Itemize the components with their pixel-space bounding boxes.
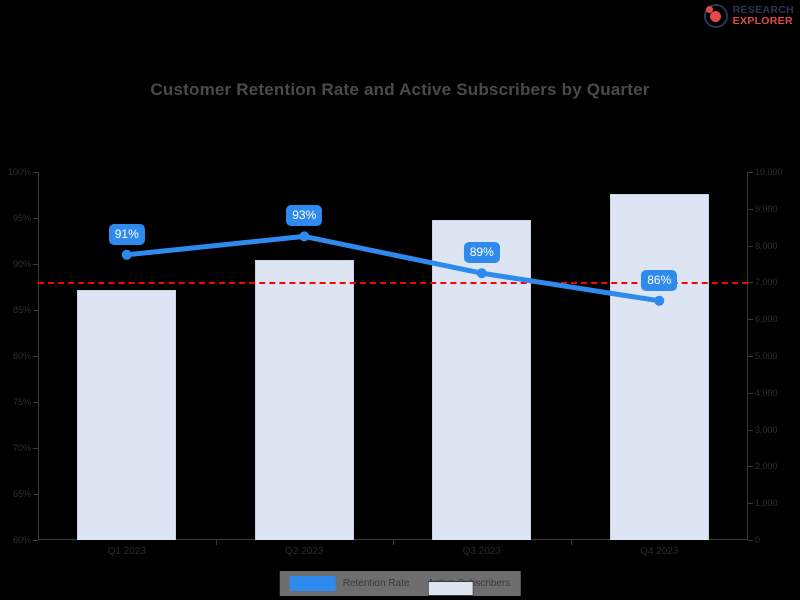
bar-2: [254, 260, 354, 540]
y-axis-right-tick-label: 10,000: [755, 167, 783, 177]
brand-logo-line2: EXPLORER: [732, 15, 793, 27]
brand-logo: RESEARCH EXPLORER: [703, 4, 794, 28]
y-axis-right-tick-label: 4,000: [755, 387, 778, 398]
y-axis-left-tick-label: 70%: [12, 443, 31, 453]
brand-logo-line1: RESEARCH: [732, 4, 794, 17]
y-axis-left-tick: [33, 264, 38, 265]
circle-logo-icon: [703, 4, 728, 28]
x-axis-tick: [570, 540, 572, 545]
y-axis-left-tick: [33, 494, 38, 495]
line-point-4: [654, 295, 665, 306]
legend-label: Retention Rate: [342, 578, 410, 589]
y-axis-left-tick: [33, 310, 38, 311]
target-threshold-line: [38, 282, 748, 285]
legend-swatch-line-icon: [289, 576, 336, 591]
bar-1: [77, 289, 177, 540]
y-axis-left-tick-label: 85%: [12, 305, 31, 315]
bar-4: [609, 194, 709, 540]
legend-swatch-bar-icon: [427, 581, 474, 596]
plot-inner: 100% 95% 90% 85% 80% 75% 70% 65% 60% 10,000 9,000 8…: [8, 167, 783, 557]
y-axis-right-tick-label: 2,000: [755, 461, 778, 472]
y-axis-left-tick-label: 95%: [12, 213, 31, 223]
y-axis-right-tick: [748, 429, 753, 431]
y-axis-left-tick-label: 75%: [12, 397, 31, 407]
x-axis-tick: [393, 540, 394, 545]
y-axis-left-tick: [33, 402, 38, 403]
y-axis-right-tick: [748, 208, 753, 210]
y-axis-right-tick: [748, 282, 753, 284]
y-axis-left-tick-label: 60%: [12, 535, 31, 545]
x-axis-line: [38, 539, 748, 540]
y-axis-right-tick-label: 5,000: [755, 351, 778, 361]
y-axis-left-tick: [33, 218, 38, 219]
y-axis-right-line: [747, 172, 748, 540]
y-axis-right-tick-label: 0: [755, 535, 761, 545]
y-axis-right-tick-label: 6,000: [755, 314, 778, 325]
legend-item-1[interactable]: Retention Rate: [289, 576, 410, 591]
brand-logo-text: RESEARCH EXPLORER: [733, 5, 794, 27]
x-axis-tick: [215, 540, 217, 545]
y-axis-right-tick: [748, 245, 753, 247]
y-axis-left-tick: [33, 448, 38, 449]
y-axis-left-tick-label: 80%: [12, 351, 31, 361]
x-axis-category-label: Q4 2023: [640, 546, 679, 557]
line-point-1: [121, 249, 132, 260]
chart-title: Customer Retention Rate and Active Subsc…: [150, 80, 650, 99]
plot-area: 100% 95% 90% 85% 80% 75% 70% 65% 60% 10,000 9,000 8…: [8, 167, 783, 557]
y-axis-right-tick: [748, 503, 753, 505]
y-axis-right-tick-label: 9,000: [755, 203, 778, 214]
y-axis-right-tick-label: 1,000: [755, 498, 778, 509]
y-axis-right-tick: [748, 319, 753, 321]
data-label-4: 86%: [641, 269, 678, 291]
x-axis-category-label: Q2 2023: [285, 546, 324, 557]
y-axis-left-tick: [33, 540, 38, 541]
y-axis-left-tick-label: 65%: [12, 489, 31, 499]
x-axis-category-label: Q1 2023: [107, 546, 146, 557]
y-axis-right-tick: [748, 392, 753, 394]
y-axis-left-line: [38, 172, 39, 540]
legend-item-2[interactable]: Active Subscribers: [427, 578, 510, 596]
y-axis-right-tick: [748, 356, 753, 357]
x-axis-category-label: Q3 2023: [462, 546, 501, 557]
y-axis-right-tick-label: 3,000: [755, 424, 778, 435]
y-axis-left-tick-label: 100%: [7, 167, 31, 177]
y-axis-left-tick: [33, 172, 38, 173]
y-axis-right-tick: [748, 172, 753, 173]
y-axis-left-tick: [33, 356, 38, 357]
retention-line-series: [121, 231, 665, 306]
y-axis-right-tick: [748, 540, 753, 541]
y-axis-left-tick-label: 90%: [12, 259, 31, 269]
data-label-1: 91%: [108, 223, 145, 245]
y-axis-right-tick-label: 8,000: [755, 240, 778, 251]
y-axis-right-tick-label: 7,000: [755, 277, 778, 288]
line-point-3: [476, 268, 487, 279]
chart-legend: Retention Rate Active Subscribers: [279, 571, 521, 596]
data-label-2: 93%: [286, 205, 323, 227]
line-point-2: [299, 231, 310, 242]
y-axis-right-tick: [748, 466, 753, 468]
data-label-3: 89%: [463, 242, 500, 264]
